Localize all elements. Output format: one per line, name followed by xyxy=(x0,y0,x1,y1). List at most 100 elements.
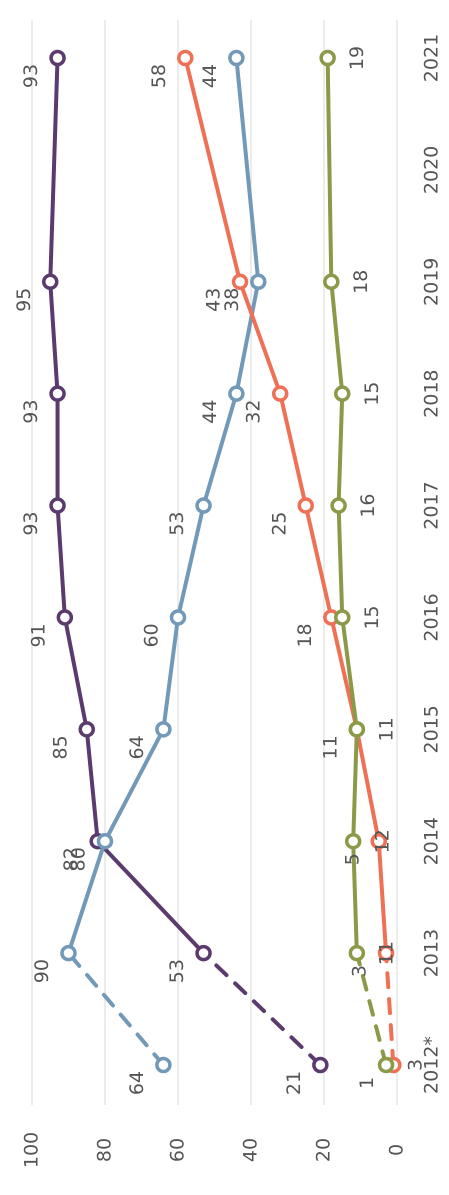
data-label: 95 xyxy=(13,288,35,312)
line-segment xyxy=(234,56,261,284)
x-tick-label: 2016 xyxy=(421,593,443,641)
point xyxy=(228,49,245,67)
line-segment xyxy=(351,727,359,844)
line-segment xyxy=(234,279,261,396)
point xyxy=(334,609,351,626)
x-tick-label: 2019 xyxy=(421,258,443,306)
data-label: 15 xyxy=(361,382,383,406)
point xyxy=(348,944,366,962)
line-segment xyxy=(183,56,243,284)
data-label: 44 xyxy=(199,64,221,88)
point xyxy=(96,832,114,850)
point xyxy=(377,1056,395,1074)
x-tick-label: 2020 xyxy=(421,146,443,194)
line-segment xyxy=(55,503,67,620)
data-label: 53 xyxy=(166,511,188,535)
data-label: 93 xyxy=(20,400,42,424)
y-tick-label: 0 xyxy=(386,1144,408,1156)
line-segment xyxy=(384,951,396,1067)
line-segment xyxy=(62,615,89,732)
line-segment xyxy=(161,615,180,732)
data-label: 18 xyxy=(294,623,316,647)
line-segment xyxy=(336,503,345,620)
data-label: 21 xyxy=(283,1071,305,1095)
point xyxy=(231,273,249,291)
line-segment xyxy=(278,391,308,508)
data-label: 16 xyxy=(357,493,379,517)
line-segment xyxy=(238,279,283,396)
y-tick-label: 40 xyxy=(240,1138,262,1162)
point xyxy=(370,832,387,850)
data-label: 3 xyxy=(405,1059,427,1071)
point xyxy=(177,49,194,67)
y-tick-label: 60 xyxy=(167,1138,189,1162)
data-label: 3 xyxy=(349,965,371,977)
data-label: 91 xyxy=(27,623,49,647)
point xyxy=(195,497,212,514)
line-segment xyxy=(48,56,60,284)
point xyxy=(78,721,95,738)
data-label: 82 xyxy=(60,847,82,871)
line-segment xyxy=(376,839,389,956)
line-segment xyxy=(354,951,389,1067)
data-label: 11 xyxy=(375,941,397,965)
data-label: 85 xyxy=(49,735,71,759)
line-segment xyxy=(201,951,323,1067)
data-label: 58 xyxy=(148,64,170,88)
x-tick-label: 2012* xyxy=(421,1036,443,1094)
data-label: 64 xyxy=(126,1071,148,1095)
data-label: 5 xyxy=(341,853,363,865)
data-label: 43 xyxy=(203,288,225,312)
data-label: 53 xyxy=(166,959,188,983)
line-segment xyxy=(329,279,345,396)
point xyxy=(195,944,212,962)
point xyxy=(250,273,267,291)
point xyxy=(312,1056,329,1074)
data-label: 64 xyxy=(126,735,148,759)
point xyxy=(297,497,314,514)
point xyxy=(271,385,289,402)
data-label: 90 xyxy=(31,959,53,983)
data-label: 1 xyxy=(356,1077,378,1089)
line-segment xyxy=(176,503,206,620)
data-label: 80 xyxy=(68,847,90,871)
point xyxy=(49,497,66,514)
x-tick-label: 2018 xyxy=(421,369,443,417)
data-label: 93 xyxy=(20,64,42,88)
line-segment xyxy=(201,391,239,508)
plot-area: 0 20 40 60 80 100 2012* 2013 2014 2015 2016 2017 201… xyxy=(13,20,443,1168)
data-label: 15 xyxy=(361,605,383,629)
data-label: 12 xyxy=(372,829,394,853)
line-segment xyxy=(95,839,206,956)
data-label: 25 xyxy=(268,511,290,535)
data-label: 19 xyxy=(346,46,368,70)
line-segment xyxy=(48,279,60,396)
point xyxy=(155,721,172,738)
line-segment xyxy=(303,503,334,620)
x-tick-label: 2013 xyxy=(421,929,443,977)
point xyxy=(334,385,351,402)
x-tick-label: 2015 xyxy=(421,705,443,753)
line-segment xyxy=(340,615,359,732)
data-label: 32 xyxy=(243,400,265,424)
point xyxy=(49,385,66,402)
line-segment xyxy=(325,56,334,284)
line-segment xyxy=(66,951,166,1067)
point xyxy=(344,832,362,850)
x-tick-label: 2014 xyxy=(421,817,443,865)
point xyxy=(60,944,77,962)
data-label: 11 xyxy=(319,735,341,759)
point xyxy=(319,49,336,67)
y-tick-label: 80 xyxy=(94,1138,116,1162)
data-label: 11 xyxy=(375,717,397,741)
x-tick-label: 2017 xyxy=(421,481,443,529)
line-segment xyxy=(336,391,345,508)
point xyxy=(169,609,187,626)
data-label: 18 xyxy=(350,270,372,294)
point xyxy=(323,273,340,291)
x-tick-label: 2021 xyxy=(421,34,443,82)
line-segment xyxy=(103,727,166,844)
data-label: 44 xyxy=(199,400,221,424)
point xyxy=(42,273,59,291)
